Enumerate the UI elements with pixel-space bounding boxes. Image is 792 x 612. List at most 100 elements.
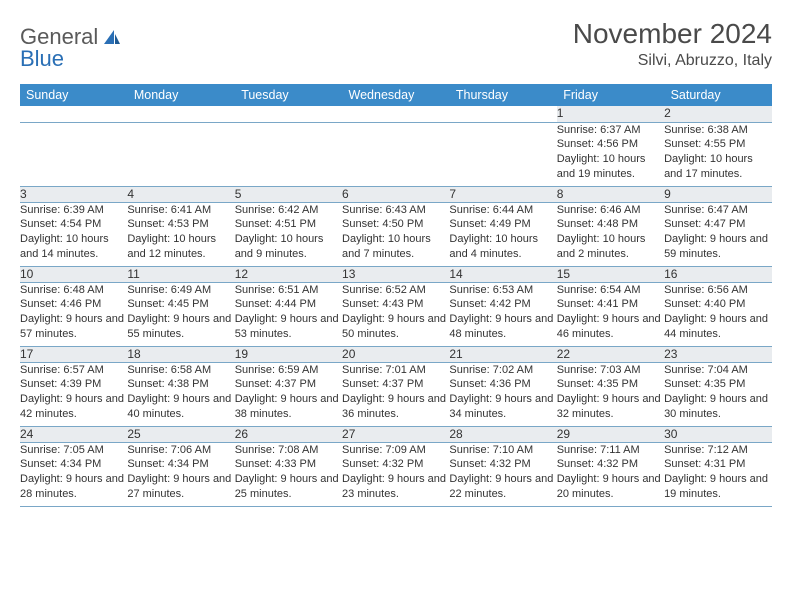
daylight-text: Daylight: 10 hours and 2 minutes.	[557, 232, 664, 262]
sunrise-text: Sunrise: 6:41 AM	[127, 203, 234, 218]
day-body-cell: Sunrise: 6:51 AMSunset: 4:44 PMDaylight:…	[235, 282, 342, 346]
sunrise-text: Sunrise: 7:08 AM	[235, 443, 342, 458]
sunset-text: Sunset: 4:32 PM	[342, 457, 449, 472]
sunset-text: Sunset: 4:37 PM	[342, 377, 449, 392]
sunset-text: Sunset: 4:32 PM	[449, 457, 556, 472]
sunset-text: Sunset: 4:47 PM	[664, 217, 771, 232]
sunset-text: Sunset: 4:48 PM	[557, 217, 664, 232]
day-number-cell: 27	[342, 426, 449, 442]
day-body-cell: Sunrise: 6:49 AMSunset: 4:45 PMDaylight:…	[127, 282, 234, 346]
day-body-cell	[449, 122, 556, 186]
daylight-text: Daylight: 9 hours and 46 minutes.	[557, 312, 664, 342]
sunset-text: Sunset: 4:56 PM	[557, 137, 664, 152]
sunset-text: Sunset: 4:49 PM	[449, 217, 556, 232]
daylight-text: Daylight: 9 hours and 42 minutes.	[20, 392, 127, 422]
day-number-cell: 28	[449, 426, 556, 442]
day-number-cell	[20, 106, 127, 122]
sunset-text: Sunset: 4:50 PM	[342, 217, 449, 232]
day-body-cell	[127, 122, 234, 186]
daylight-text: Daylight: 9 hours and 22 minutes.	[449, 472, 556, 502]
weekday-header: Thursday	[449, 84, 556, 106]
day-number-cell: 4	[127, 186, 234, 202]
day-number-cell: 1	[557, 106, 664, 122]
day-body-cell: Sunrise: 6:42 AMSunset: 4:51 PMDaylight:…	[235, 202, 342, 266]
day-body-cell: Sunrise: 7:11 AMSunset: 4:32 PMDaylight:…	[557, 442, 664, 506]
day-number-cell	[127, 106, 234, 122]
sunset-text: Sunset: 4:46 PM	[20, 297, 127, 312]
sunset-text: Sunset: 4:51 PM	[235, 217, 342, 232]
sunset-text: Sunset: 4:40 PM	[664, 297, 771, 312]
day-number-cell: 26	[235, 426, 342, 442]
day-number-cell: 21	[449, 346, 556, 362]
sunset-text: Sunset: 4:41 PM	[557, 297, 664, 312]
weekday-header: Wednesday	[342, 84, 449, 106]
sunset-text: Sunset: 4:43 PM	[342, 297, 449, 312]
title-block: November 2024 Silvi, Abruzzo, Italy	[573, 18, 772, 70]
sunset-text: Sunset: 4:31 PM	[664, 457, 771, 472]
sunset-text: Sunset: 4:45 PM	[127, 297, 234, 312]
sunrise-text: Sunrise: 6:59 AM	[235, 363, 342, 378]
day-body-cell: Sunrise: 7:12 AMSunset: 4:31 PMDaylight:…	[664, 442, 771, 506]
sunrise-text: Sunrise: 6:53 AM	[449, 283, 556, 298]
day-number-cell	[449, 106, 556, 122]
day-body-cell: Sunrise: 6:43 AMSunset: 4:50 PMDaylight:…	[342, 202, 449, 266]
day-number-cell: 6	[342, 186, 449, 202]
sunset-text: Sunset: 4:55 PM	[664, 137, 771, 152]
daylight-text: Daylight: 10 hours and 14 minutes.	[20, 232, 127, 262]
sunset-text: Sunset: 4:53 PM	[127, 217, 234, 232]
calendar-table: SundayMondayTuesdayWednesdayThursdayFrid…	[20, 84, 772, 507]
daylight-text: Daylight: 9 hours and 32 minutes.	[557, 392, 664, 422]
day-number-cell: 15	[557, 266, 664, 282]
header: General November 2024 Silvi, Abruzzo, It…	[20, 18, 772, 70]
sunrise-text: Sunrise: 6:44 AM	[449, 203, 556, 218]
day-body-cell: Sunrise: 6:57 AMSunset: 4:39 PMDaylight:…	[20, 362, 127, 426]
sunrise-text: Sunrise: 7:10 AM	[449, 443, 556, 458]
day-body-cell: Sunrise: 7:01 AMSunset: 4:37 PMDaylight:…	[342, 362, 449, 426]
day-body-cell: Sunrise: 6:48 AMSunset: 4:46 PMDaylight:…	[20, 282, 127, 346]
sunset-text: Sunset: 4:34 PM	[20, 457, 127, 472]
daylight-text: Daylight: 9 hours and 55 minutes.	[127, 312, 234, 342]
day-body-cell: Sunrise: 6:56 AMSunset: 4:40 PMDaylight:…	[664, 282, 771, 346]
sunrise-text: Sunrise: 6:57 AM	[20, 363, 127, 378]
day-body-cell: Sunrise: 6:47 AMSunset: 4:47 PMDaylight:…	[664, 202, 771, 266]
sunrise-text: Sunrise: 6:54 AM	[557, 283, 664, 298]
day-number-cell: 2	[664, 106, 771, 122]
day-body-row: Sunrise: 6:37 AMSunset: 4:56 PMDaylight:…	[20, 122, 772, 186]
sunrise-text: Sunrise: 7:04 AM	[664, 363, 771, 378]
day-number-cell: 24	[20, 426, 127, 442]
daylight-text: Daylight: 9 hours and 28 minutes.	[20, 472, 127, 502]
day-body-cell: Sunrise: 6:59 AMSunset: 4:37 PMDaylight:…	[235, 362, 342, 426]
daylight-text: Daylight: 9 hours and 38 minutes.	[235, 392, 342, 422]
day-number-row: 24252627282930	[20, 426, 772, 442]
logo-sail-icon	[102, 28, 122, 46]
sunrise-text: Sunrise: 6:58 AM	[127, 363, 234, 378]
day-number-row: 12	[20, 106, 772, 122]
day-body-cell	[342, 122, 449, 186]
day-body-cell: Sunrise: 7:05 AMSunset: 4:34 PMDaylight:…	[20, 442, 127, 506]
day-body-cell: Sunrise: 6:37 AMSunset: 4:56 PMDaylight:…	[557, 122, 664, 186]
day-body-cell: Sunrise: 6:44 AMSunset: 4:49 PMDaylight:…	[449, 202, 556, 266]
sunset-text: Sunset: 4:36 PM	[449, 377, 556, 392]
daylight-text: Daylight: 9 hours and 40 minutes.	[127, 392, 234, 422]
day-body-row: Sunrise: 6:48 AMSunset: 4:46 PMDaylight:…	[20, 282, 772, 346]
sunset-text: Sunset: 4:54 PM	[20, 217, 127, 232]
daylight-text: Daylight: 9 hours and 57 minutes.	[20, 312, 127, 342]
sunset-text: Sunset: 4:37 PM	[235, 377, 342, 392]
sunset-text: Sunset: 4:35 PM	[557, 377, 664, 392]
day-number-cell: 30	[664, 426, 771, 442]
day-number-row: 17181920212223	[20, 346, 772, 362]
day-number-row: 10111213141516	[20, 266, 772, 282]
day-body-cell: Sunrise: 7:04 AMSunset: 4:35 PMDaylight:…	[664, 362, 771, 426]
page-title: November 2024	[573, 18, 772, 50]
location-subtitle: Silvi, Abruzzo, Italy	[573, 52, 772, 70]
sunset-text: Sunset: 4:42 PM	[449, 297, 556, 312]
sunrise-text: Sunrise: 6:42 AM	[235, 203, 342, 218]
day-number-cell	[342, 106, 449, 122]
sunrise-text: Sunrise: 6:46 AM	[557, 203, 664, 218]
weekday-header: Friday	[557, 84, 664, 106]
weekday-header: Tuesday	[235, 84, 342, 106]
sunrise-text: Sunrise: 7:03 AM	[557, 363, 664, 378]
day-number-cell: 19	[235, 346, 342, 362]
sunrise-text: Sunrise: 6:52 AM	[342, 283, 449, 298]
sunrise-text: Sunrise: 6:37 AM	[557, 123, 664, 138]
